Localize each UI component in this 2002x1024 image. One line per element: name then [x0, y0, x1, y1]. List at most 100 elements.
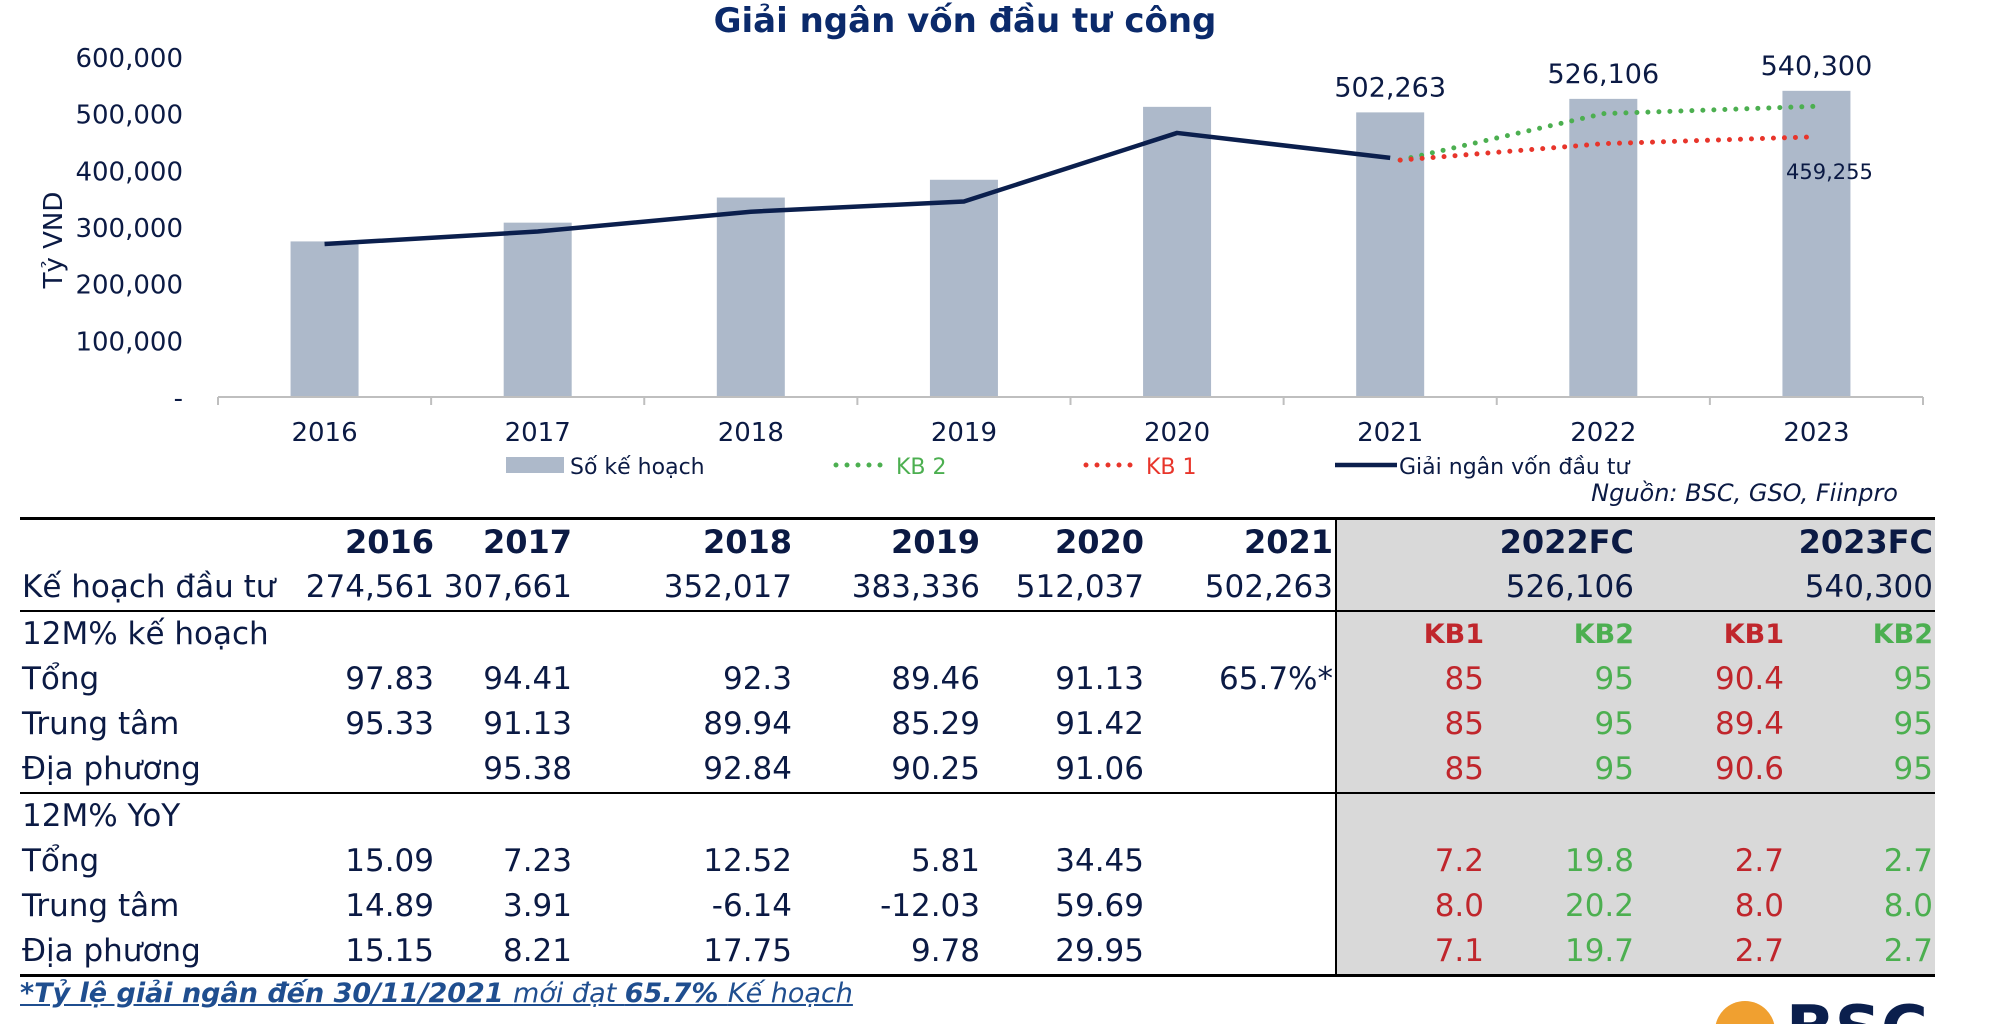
table-cell: 34.45 [1055, 843, 1144, 879]
table-cell: 14.89 [345, 888, 434, 924]
table-row-label: Kế hoạch đầu tư [22, 569, 276, 605]
data-label: 540,300 [1761, 51, 1873, 82]
table-cell [1146, 702, 1336, 747]
table-forecast-cell: 7.1 [1335, 929, 1486, 977]
table-cell: 91.13 [1055, 661, 1144, 697]
table-cell: 97.83 [345, 661, 434, 697]
bsc-logo: BSC [1700, 985, 2002, 1024]
table-cell: 89.94 [703, 706, 792, 742]
table-forecast-cell: 89.4 [1636, 702, 1786, 747]
table-cell: 352,017 [663, 569, 792, 605]
table-forecast-cell: 85 [1335, 702, 1486, 747]
y-tick-label: 600,000 [75, 44, 183, 74]
table-scenario-label [1335, 792, 1486, 839]
x-tick-label: 2019 [931, 418, 997, 448]
table-section-title: 12M% kế hoạch [20, 610, 300, 657]
table-cell [794, 610, 982, 657]
table-cell: 3.91 [502, 888, 572, 924]
table-header-row: 2016 2017 2018 2019 2020 2021 2022FC 2023FC [20, 517, 1935, 565]
bars [290, 90, 1851, 398]
table-cell: 274,561 [305, 569, 434, 605]
table-header-forecast: 2022FC [1335, 517, 1636, 565]
y-tick-label: 300,000 [75, 214, 183, 244]
legend-label: Số kế hoạch [570, 455, 705, 480]
table-scenario-label: KB2 [1486, 610, 1636, 657]
table-cell [574, 792, 794, 839]
table-cell: 8.21 [436, 929, 574, 977]
table-cell: 15.15 [300, 929, 436, 977]
table-cell: 92.84 [703, 751, 792, 787]
table-forecast-cell: 95 [1486, 657, 1636, 702]
footnote-part3: 65.7% [624, 978, 728, 1009]
table-cell [982, 610, 1146, 657]
table-cell: 307,661 [443, 569, 572, 605]
bar-2020 [1143, 106, 1212, 397]
table-row: Tổng 97.83 94.41 92.3 89.46 91.13 65.7%* 85 95 90… [20, 657, 1935, 702]
table-scenario-label [1786, 792, 1935, 839]
bar-2019 [929, 179, 998, 397]
series-lines [324, 103, 1819, 247]
table-forecast-cell: 2.7 [1636, 929, 1786, 977]
table-cell: 9.78 [794, 929, 982, 977]
table-cell: 90.25 [891, 751, 980, 787]
table-header-forecast: 2023FC [1636, 517, 1935, 565]
table-cell: 7.23 [502, 843, 572, 879]
table-row: Địa phương 15.15 8.21 17.75 9.78 29.95 7.1 19.7… [20, 929, 1935, 977]
table-forecast-cell: 95 [1786, 702, 1935, 747]
data-labels: 502,263 526,106 540,300 459,255 [1334, 51, 1873, 184]
table-cell [1146, 929, 1336, 977]
table-row-label: Địa phương [20, 929, 300, 977]
table-section-title: 12M% YoY [20, 792, 300, 839]
table-row: Địa phương 95.38 92.84 90.25 91.06 85 95 90.6 95 [20, 747, 1935, 793]
table-cell [436, 792, 574, 839]
table-forecast-cell: 7.2 [1335, 839, 1486, 884]
table-cell: 502,263 [1204, 569, 1333, 605]
x-axis [217, 396, 1924, 405]
bar-2016 [290, 241, 359, 397]
table-forecast-cell: 8.0 [1335, 884, 1486, 929]
table-cell: 92.3 [722, 661, 792, 697]
chart-title: Giải ngân vốn đầu tư công [714, 1, 1217, 41]
table-cell [794, 792, 982, 839]
table-forecast-cell: 19.8 [1486, 839, 1636, 884]
chart: Giải ngân vốn đầu tư công Tỷ VND - 100,00… [39, 1, 1924, 480]
table-cell: -12.03 [880, 888, 980, 924]
data-label: 502,263 [1334, 72, 1446, 103]
table-cell: 95.38 [483, 751, 572, 787]
table-cell: 91.06 [1055, 751, 1144, 787]
x-tick-label: 2016 [291, 418, 357, 448]
table-cell: 5.81 [910, 843, 980, 879]
table-plan-row: Kế hoạch đầu tư 274,561 307,661 352,017 383,… [20, 565, 1935, 611]
table-row-label: Trung tâm [22, 706, 180, 742]
table-cell: 29.95 [982, 929, 1146, 977]
table-row-label: Địa phương [22, 751, 201, 787]
y-axis-ticks: - 100,000 200,000 300,000 400,000 500,000 600,… [75, 44, 183, 414]
table-cell: 91.42 [1055, 706, 1144, 742]
bar-2017 [503, 222, 572, 397]
table-scenario-label: KB1 [1636, 610, 1786, 657]
data-table: 2016 2017 2018 2019 2020 2021 2022FC 2023FC Kế h… [20, 517, 1935, 977]
footnote-part4: Kế hoạch [727, 978, 853, 1009]
source-note: Nguồn: BSC, GSO, Fiinpro [1591, 479, 1898, 507]
table-cell [1146, 792, 1336, 839]
table-forecast-cell: 20.2 [1486, 884, 1636, 929]
x-tick-label: 2018 [718, 418, 784, 448]
table-cell [1146, 610, 1336, 657]
table-cell: 17.75 [574, 929, 794, 977]
table-cell: -6.14 [711, 888, 792, 924]
bar-2022 [1569, 98, 1638, 398]
table-header-year: 2017 [436, 517, 574, 565]
table-row: Trung tâm 14.89 3.91 -6.14 -12.03 59.69 8.0 20.… [20, 884, 1935, 929]
y-tick-label: 400,000 [75, 157, 183, 187]
table-forecast-cell: 85 [1335, 657, 1486, 702]
x-tick-label: 2021 [1357, 418, 1423, 448]
table-cell: 65.7%* [1219, 661, 1333, 697]
y-tick-label: - [174, 384, 183, 414]
bar-2018 [716, 197, 785, 397]
y-tick-label: 500,000 [75, 101, 183, 131]
table-forecast-cell: 95 [1786, 747, 1935, 793]
table-cell: 89.46 [891, 661, 980, 697]
table-forecast-cell: 2.7 [1636, 839, 1786, 884]
table-row: Trung tâm 95.33 91.13 89.94 85.29 91.42 85 95 89… [20, 702, 1935, 747]
table-forecast-cell: 90.6 [1636, 747, 1786, 793]
